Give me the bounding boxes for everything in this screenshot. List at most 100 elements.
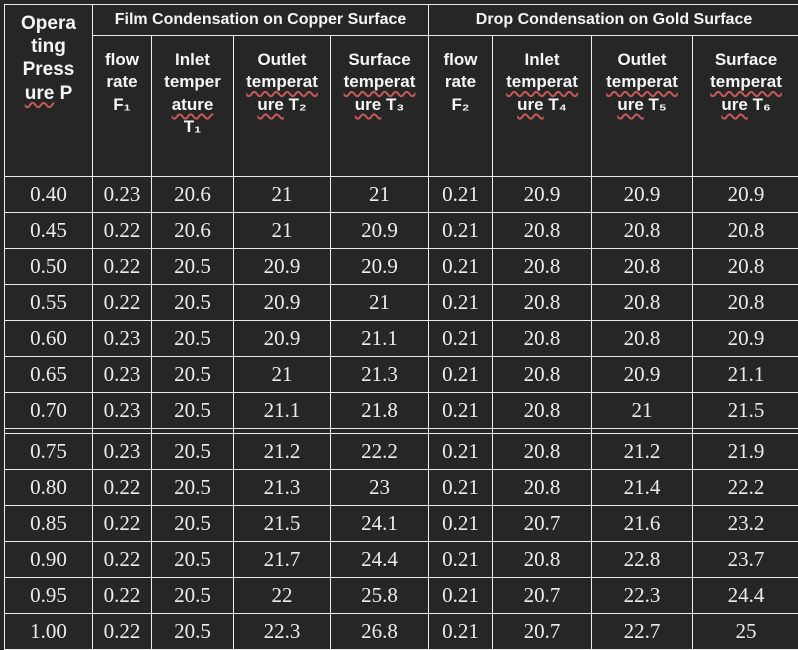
value-cell: 0.23 — [93, 434, 152, 470]
misspelled-text: ature — [172, 95, 214, 114]
header-text: T₂ — [284, 95, 307, 114]
header-text: T₄ — [544, 95, 567, 114]
value-cell: 26.8 — [331, 614, 429, 650]
value-cell: 0.22 — [93, 249, 152, 285]
value-cell: 21.5 — [693, 393, 798, 429]
header-text: T₆ — [748, 95, 771, 114]
value-cell: 22.8 — [592, 542, 693, 578]
value-cell: 0.21 — [429, 542, 493, 578]
value-cell: 24.4 — [331, 542, 429, 578]
pressure-cell: 0.75 — [5, 434, 93, 470]
pressure-cell: 0.85 — [5, 506, 93, 542]
header-text: P — [54, 83, 72, 104]
value-cell: 22.3 — [234, 614, 331, 650]
value-cell: 24.1 — [331, 506, 429, 542]
value-cell: 0.23 — [93, 393, 152, 429]
value-cell: 20.8 — [493, 470, 592, 506]
header-line: ure T₆ — [694, 94, 798, 116]
value-cell: 22 — [234, 578, 331, 614]
value-cell: 20.7 — [493, 506, 592, 542]
value-cell: 0.21 — [429, 213, 493, 249]
pressure-cell: 0.45 — [5, 213, 93, 249]
group-header-film-condensation-copper: Film Condensation on Copper Surface — [93, 5, 429, 36]
header-line: temperat — [593, 71, 691, 93]
misspelled-text: ure — [355, 95, 381, 114]
header-line: ure T₃ — [332, 94, 427, 116]
value-cell: 20.8 — [693, 285, 798, 321]
header-line: Inlet — [494, 49, 590, 71]
value-cell: 0.21 — [429, 434, 493, 470]
value-cell: 20.5 — [152, 434, 234, 470]
value-cell: 20.6 — [152, 177, 234, 213]
value-cell: 0.22 — [93, 506, 152, 542]
value-cell: 21 — [234, 213, 331, 249]
header-text: T₃ — [381, 95, 404, 114]
value-cell: 21 — [234, 177, 331, 213]
value-cell: 20.8 — [592, 249, 693, 285]
header-line: rate — [94, 71, 150, 93]
value-cell: 20.9 — [234, 249, 331, 285]
value-cell: 21 — [234, 357, 331, 393]
value-cell: 20.8 — [493, 434, 592, 470]
misspelled-text: ure — [517, 95, 543, 114]
value-cell: 20.5 — [152, 249, 234, 285]
value-cell: 20.5 — [152, 470, 234, 506]
value-cell: 20.8 — [592, 213, 693, 249]
group-header-row: Opera ting Press ure P Film Condensation… — [5, 5, 798, 36]
value-cell: 23 — [331, 470, 429, 506]
header-line: rate — [430, 71, 491, 93]
group-header-drop-condensation-gold: Drop Condensation on Gold Surface — [429, 5, 798, 36]
misspelled-text: ure — [617, 95, 643, 114]
value-cell: 20.9 — [592, 177, 693, 213]
value-cell: 0.21 — [429, 470, 493, 506]
misspelled-text: temperat — [506, 72, 578, 91]
pressure-cell: 0.95 — [5, 578, 93, 614]
value-cell: 20.6 — [152, 213, 234, 249]
header-line: ure T₂ — [235, 94, 329, 116]
header-line: Surface — [332, 49, 427, 71]
misspelled-text: ure — [721, 95, 747, 114]
value-cell: 22.2 — [693, 470, 798, 506]
value-cell: 21.2 — [234, 434, 331, 470]
value-cell: 20.8 — [493, 393, 592, 429]
header-text: F₁ — [113, 95, 130, 114]
header-text: Inlet — [525, 50, 560, 69]
value-cell: 0.23 — [93, 357, 152, 393]
misspelled-text: temperat — [606, 72, 678, 91]
header-text: rate — [445, 72, 476, 91]
value-cell: 20.9 — [331, 213, 429, 249]
value-cell: 20.9 — [234, 285, 331, 321]
value-cell: 22.7 — [592, 614, 693, 650]
value-cell: 20.9 — [234, 321, 331, 357]
header-line: ure P — [6, 82, 91, 105]
header-text: T₁ — [184, 117, 201, 136]
header-text: flow — [444, 50, 478, 69]
value-cell: 20.5 — [152, 357, 234, 393]
value-cell: 20.8 — [493, 542, 592, 578]
value-cell: 0.21 — [429, 321, 493, 357]
value-cell: 20.9 — [331, 249, 429, 285]
value-cell: 20.8 — [493, 213, 592, 249]
value-cell: 21.2 — [592, 434, 693, 470]
pressure-cell: 0.80 — [5, 470, 93, 506]
value-cell: 0.21 — [429, 357, 493, 393]
value-cell: 21 — [331, 177, 429, 213]
value-cell: 21 — [592, 393, 693, 429]
header-line: Opera — [6, 12, 91, 35]
header-line: F₁ — [94, 94, 150, 116]
value-cell: 20.8 — [493, 321, 592, 357]
header-text: temper — [164, 72, 221, 91]
value-cell: 21.7 — [234, 542, 331, 578]
value-cell: 21.6 — [592, 506, 693, 542]
